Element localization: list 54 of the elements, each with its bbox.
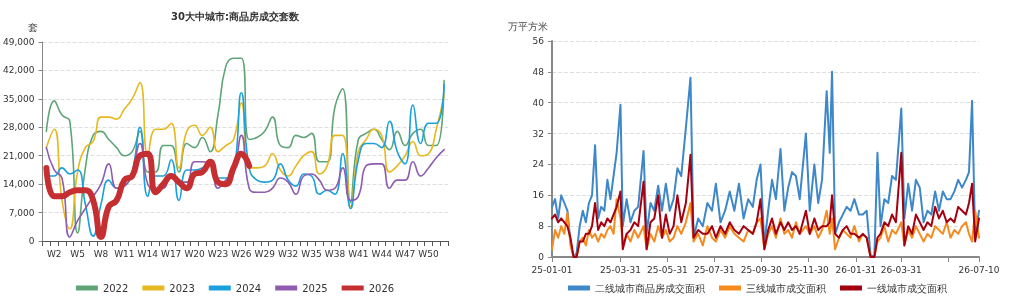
legend-label: 2023 [169, 282, 195, 294]
legend-label: 2025 [302, 282, 328, 294]
x-tick-label: W11 [114, 248, 135, 259]
x-tick-label: 26-07-10 [958, 264, 1000, 275]
x-tick-label: 26-01-31 [835, 264, 877, 275]
x-tick-label: W50 [418, 248, 439, 259]
x-tick-label: W44 [371, 248, 393, 259]
line-series [45, 57, 445, 234]
y-tick-label: 8 [538, 221, 545, 232]
x-tick-label: W35 [301, 248, 322, 259]
y-axis-title: 万平方米 [508, 20, 548, 32]
y-tick-label: 40 [532, 97, 545, 108]
legend-label: 2022 [102, 282, 129, 294]
x-tick-label: 25-09-30 [740, 264, 782, 275]
x-tick-label: 25-03-31 [600, 264, 641, 275]
legend-label: 二线城市商品房成交面积 [595, 282, 705, 294]
legend-label: 2026 [368, 282, 395, 294]
y-tick-label: 0 [538, 252, 545, 262]
x-tick-label: W32 [277, 248, 299, 259]
x-tick-label: W41 [348, 248, 369, 259]
x-tick-label: W23 [207, 248, 229, 259]
legend-label: 三线城市成交面积 [746, 282, 826, 294]
y-tick-label: 7,000 [8, 207, 35, 218]
x-tick-label: W20 [184, 248, 205, 259]
x-tick-label: W5 [70, 248, 85, 259]
x-tick-label: W38 [324, 248, 346, 259]
y-tick-label: 32 [532, 128, 544, 139]
x-tick-label: 25-01-01 [531, 264, 573, 275]
x-tick-label: W26 [231, 248, 252, 259]
x-tick-label: W14 [137, 248, 159, 259]
y-tick-label: 49,000 [2, 37, 35, 47]
chart-title: 30大中城市:商品房成交套数 [171, 10, 300, 22]
y-axis-title: 套 [28, 21, 39, 33]
x-tick-label: 25-11-30 [787, 264, 829, 275]
y-tick-label: 35,000 [2, 93, 35, 104]
x-tick-label: W29 [254, 248, 276, 259]
y-tick-label: 56 [532, 36, 545, 46]
y-tick-label: 24 [532, 159, 545, 170]
y-tick-label: 28,000 [2, 122, 35, 133]
x-tick-label: 26-03-31 [880, 264, 922, 275]
x-tick-label: W8 [93, 248, 109, 259]
x-tick-label: 25-07-31 [693, 264, 735, 275]
x-tick-label: W47 [394, 248, 416, 259]
y-tick-label: 42,000 [2, 65, 35, 76]
legend-label: 2024 [235, 282, 262, 294]
y-tick-label: 0 [28, 236, 35, 246]
x-tick-label: 25-05-31 [646, 264, 688, 275]
y-tick-label: 21,000 [2, 150, 35, 161]
y-tick-label: 48 [532, 66, 545, 77]
y-tick-label: 16 [532, 190, 545, 201]
x-tick-label: W17 [160, 248, 182, 259]
legend-label: 一线城市成交面积 [867, 282, 947, 294]
x-tick-label: W2 [46, 248, 62, 259]
y-tick-label: 14,000 [2, 179, 35, 190]
